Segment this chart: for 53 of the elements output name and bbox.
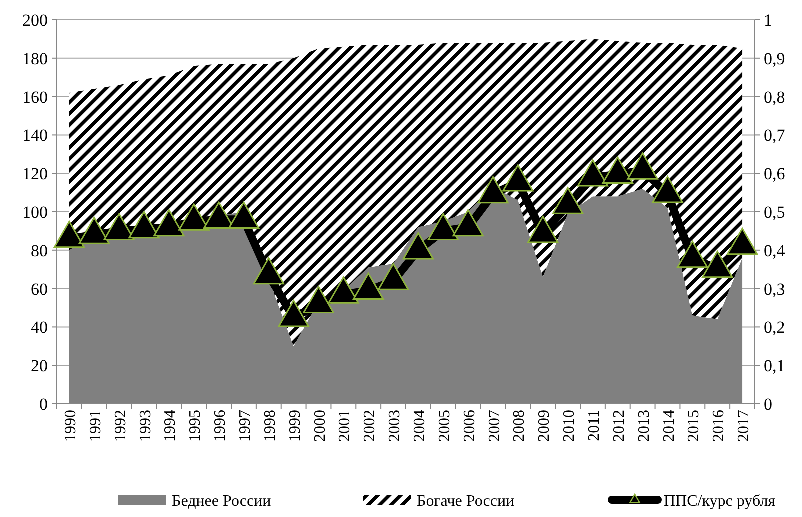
legend-label: Богаче России xyxy=(417,493,516,510)
y2-tick-label: 0,2 xyxy=(764,318,786,338)
x-tick-label: 1993 xyxy=(137,410,154,442)
y2-tick-label: 0 xyxy=(764,394,772,414)
y-tick-label: 100 xyxy=(22,202,48,222)
x-tick-label: 2009 xyxy=(536,410,554,442)
x-tick-label: 1996 xyxy=(212,410,230,442)
x-tick-label: 2008 xyxy=(511,410,528,442)
legend-label: Беднее России xyxy=(172,493,272,510)
y-tick-label: 160 xyxy=(22,88,48,107)
x-tick-label: 2002 xyxy=(362,410,379,442)
x-tick-label: 1994 xyxy=(162,410,180,442)
x-tick-label: 2014 xyxy=(660,410,678,442)
x-tick-label: 1999 xyxy=(286,410,304,442)
y2-tick-label: 1 xyxy=(764,10,772,30)
x-tick-label: 1995 xyxy=(187,410,204,442)
legend-label: ППС/курс рубля xyxy=(664,493,776,510)
y-tick-label: 140 xyxy=(22,126,48,146)
y-tick-label: 0 xyxy=(40,394,48,414)
y2-tick-label: 0,5 xyxy=(764,202,786,222)
y2-tick-label: 0,7 xyxy=(764,126,786,146)
x-tick-label: 2017 xyxy=(736,410,753,442)
x-tick-label: 2010 xyxy=(561,410,578,442)
y-tick-label: 120 xyxy=(22,164,48,184)
x-tick-label: 1997 xyxy=(236,410,254,442)
y-tick-label: 80 xyxy=(31,241,48,260)
y2-tick-label: 0,8 xyxy=(764,88,786,107)
y2-tick-label: 0,9 xyxy=(764,49,786,68)
x-tick-label: 1990 xyxy=(62,410,80,442)
y2-tick-label: 0,3 xyxy=(764,280,786,299)
y2-tick-label: 0,4 xyxy=(764,241,786,260)
y2-tick-label: 0,6 xyxy=(764,164,786,184)
x-tick-label: 2004 xyxy=(411,410,428,442)
x-tick-label: 2012 xyxy=(610,410,628,442)
x-tick-label: 2007 xyxy=(486,410,504,442)
x-tick-label: 1992 xyxy=(112,410,130,442)
x-tick-label: 1998 xyxy=(262,410,279,442)
y-tick-label: 20 xyxy=(31,356,48,376)
y-tick-label: 180 xyxy=(22,49,48,68)
x-tick-label: 2003 xyxy=(386,410,404,442)
x-tick-label: 2005 xyxy=(436,410,454,442)
x-tick-label: 2016 xyxy=(710,410,728,442)
x-tick-label: 1991 xyxy=(87,410,104,442)
x-tick-label: 2001 xyxy=(336,410,354,442)
x-tick-label: 2006 xyxy=(461,410,478,442)
x-tick-label: 2011 xyxy=(586,410,603,442)
x-tick-label: 2013 xyxy=(636,410,653,442)
y-tick-label: 60 xyxy=(31,280,48,299)
x-tick-label: 2000 xyxy=(312,410,329,442)
y2-tick-label: 0,1 xyxy=(764,356,786,376)
y-tick-label: 40 xyxy=(31,318,48,338)
y-tick-label: 200 xyxy=(22,10,48,30)
x-tick-label: 2015 xyxy=(686,410,703,442)
